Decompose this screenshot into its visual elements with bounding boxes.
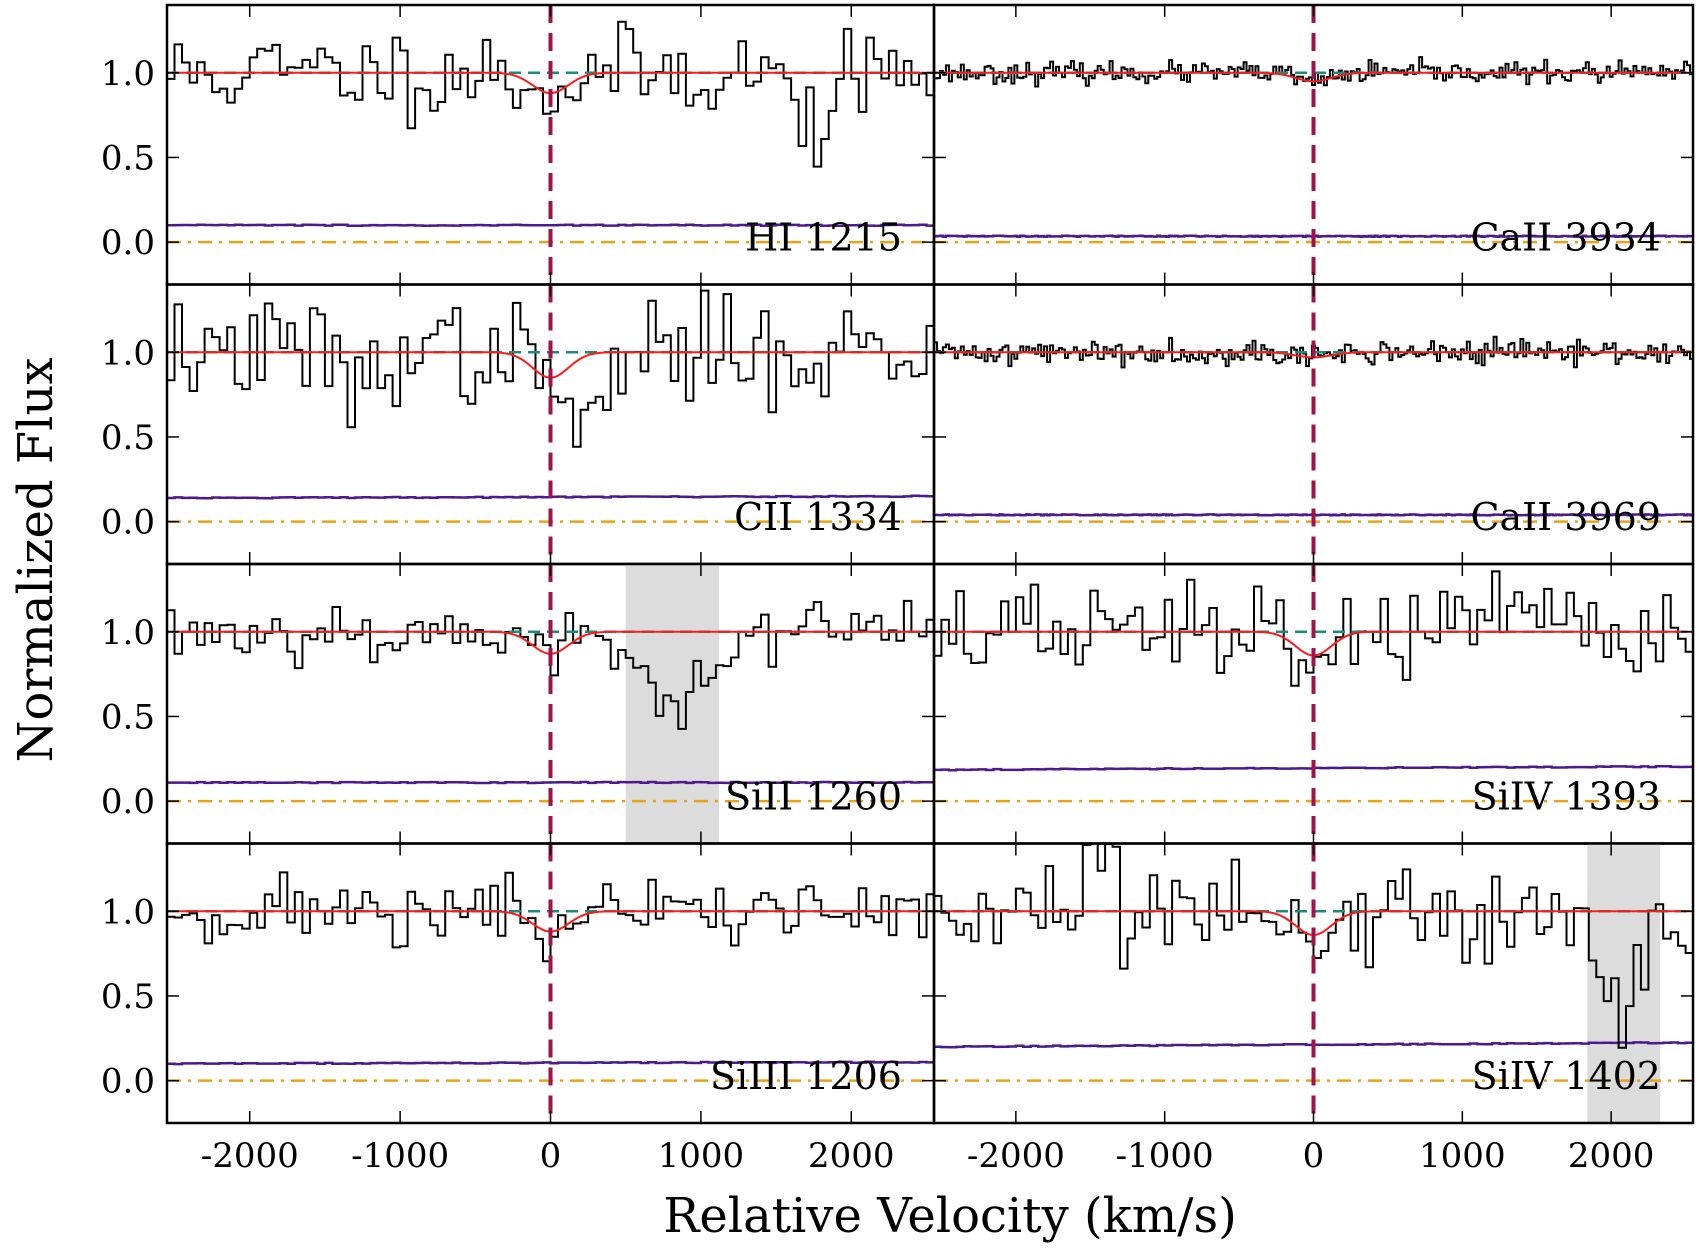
y-tick-label: 0.0 bbox=[101, 503, 155, 543]
x-tick-label: 2000 bbox=[808, 1136, 895, 1176]
panel-label-siiv-1393: SiIV 1393 bbox=[1472, 775, 1661, 819]
y-tick-label: 1.0 bbox=[101, 54, 155, 94]
panel-siiii-1206: SiIII 1206 bbox=[165, 842, 936, 1125]
panel-cii-1334: CII 1334 bbox=[165, 283, 936, 566]
error-spectrum-cii-1334 bbox=[167, 494, 934, 500]
flux-spectrum-siiv-1393 bbox=[934, 570, 1693, 687]
x-tick-label: 0 bbox=[1303, 1136, 1325, 1176]
model-profile-caii-3934 bbox=[934, 71, 1693, 83]
panel-siiv-1402: SiIV 1402 bbox=[932, 842, 1695, 1125]
panel-siiv-1393: SiIV 1393 bbox=[932, 562, 1695, 845]
x-tick-label: -2000 bbox=[967, 1136, 1065, 1176]
panel-label-siiii-1206: SiIII 1206 bbox=[710, 1054, 902, 1098]
y-tick-label: 1.0 bbox=[101, 333, 155, 373]
panel-label-siii-1260: SiII 1260 bbox=[725, 775, 902, 819]
x-tick-label: 0 bbox=[540, 1136, 562, 1176]
flux-spectrum-hi-1215 bbox=[167, 20, 934, 168]
panel-frame bbox=[932, 842, 1695, 1125]
y-tick-label: 1.0 bbox=[101, 892, 155, 932]
x-tick-label: -2000 bbox=[201, 1136, 299, 1176]
panel-label-siiv-1402: SiIV 1402 bbox=[1472, 1054, 1661, 1098]
x-tick-label: 1000 bbox=[658, 1136, 745, 1176]
y-tick-label: 0.5 bbox=[101, 977, 155, 1017]
panel-label-caii-3934: CaII 3934 bbox=[1470, 216, 1661, 260]
panel-label-cii-1334: CII 1334 bbox=[734, 495, 902, 539]
y-tick-label: 0.0 bbox=[101, 1062, 155, 1102]
panel-label-hi-1215: HI 1215 bbox=[745, 216, 902, 260]
y-tick-label: 0.5 bbox=[101, 138, 155, 178]
y-tick-label: 0.0 bbox=[101, 782, 155, 822]
panel-label-caii-3969: CaII 3969 bbox=[1470, 495, 1661, 539]
error-spectrum-siiii-1206 bbox=[167, 1060, 934, 1066]
y-tick-label: 1.0 bbox=[101, 613, 155, 653]
masked-region-siii-1260 bbox=[625, 564, 719, 844]
y-tick-label: 0.0 bbox=[101, 223, 155, 263]
x-axis-title: Relative Velocity (km/s) bbox=[663, 1188, 1237, 1244]
x-tick-label: -1000 bbox=[351, 1136, 449, 1176]
error-spectrum-siiv-1402 bbox=[934, 1041, 1693, 1049]
y-axis-title: Normalized Flux bbox=[8, 358, 64, 763]
x-tick-label: 1000 bbox=[1419, 1136, 1506, 1176]
y-tick-label: 0.5 bbox=[101, 418, 155, 458]
error-spectrum-siii-1260 bbox=[167, 780, 934, 785]
error-spectrum-hi-1215 bbox=[167, 223, 934, 227]
x-tick-label: -1000 bbox=[1116, 1136, 1214, 1176]
x-tick-label: 2000 bbox=[1568, 1136, 1655, 1176]
y-tick-label: 0.5 bbox=[101, 697, 155, 737]
